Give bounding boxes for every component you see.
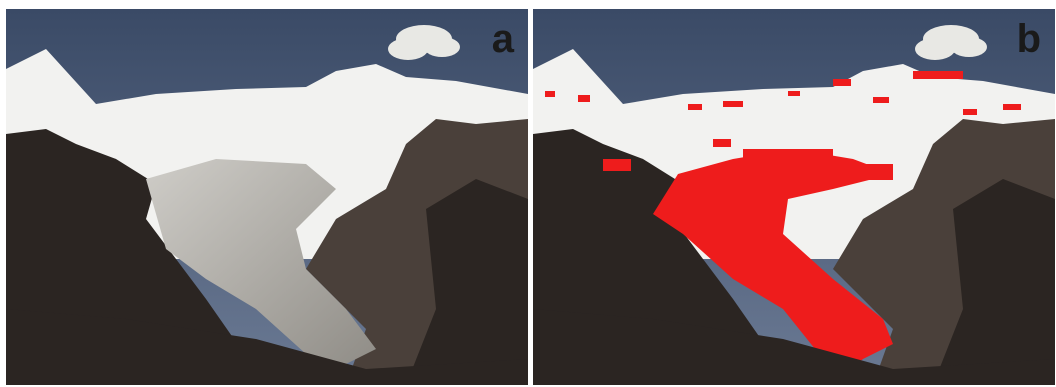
panel-label-b: b xyxy=(1016,17,1041,61)
panel-b: b xyxy=(533,9,1055,385)
panel-a: a xyxy=(6,9,528,385)
snow-patch-overlays xyxy=(545,71,1021,180)
glacier-overlay xyxy=(653,149,893,371)
panel-label-a: a xyxy=(491,17,514,61)
cloud xyxy=(388,25,460,60)
cloud xyxy=(915,25,987,60)
glacier-photo-b xyxy=(533,9,1055,385)
glacier-photo-a xyxy=(6,9,528,385)
glacier-ice xyxy=(146,159,376,369)
